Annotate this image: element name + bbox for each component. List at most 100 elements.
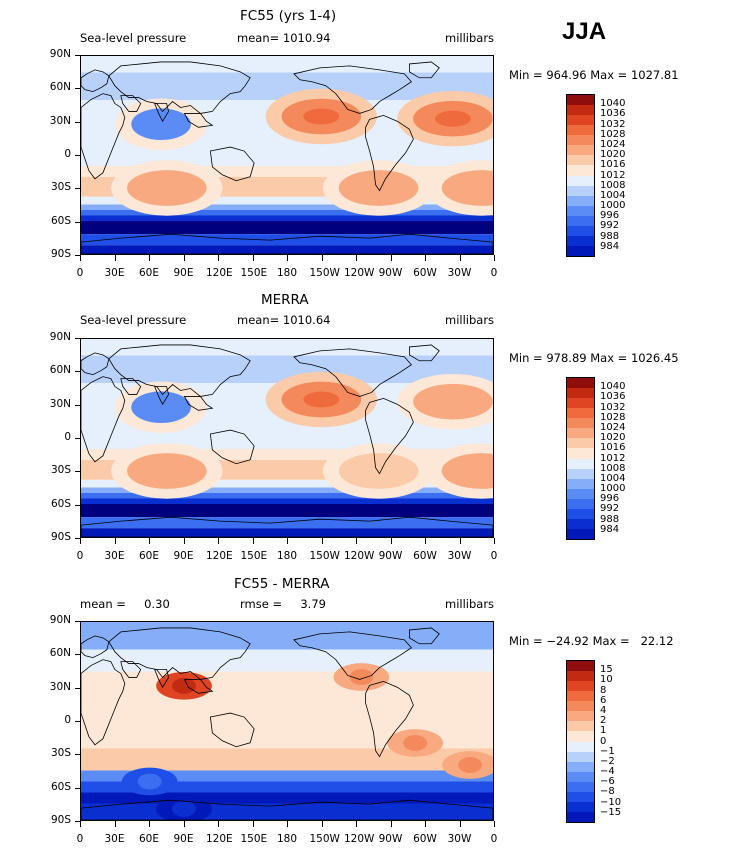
colorbar-tick-label: 6 [600, 694, 607, 706]
panel-2-title: MERRA [261, 292, 309, 308]
coastline [409, 344, 440, 362]
lon-tick-label: 60E [139, 550, 159, 562]
colorbar-tick-label: 1028 [600, 411, 626, 423]
colorbar-segment [567, 751, 594, 762]
colorbar-tick-label: 1036 [600, 108, 626, 120]
colorbar-segment [567, 195, 594, 206]
lat-tick-label: 90N [49, 48, 71, 60]
colorbar-segment [567, 508, 594, 519]
lat-tick-label: 30N [49, 680, 71, 693]
colorbar-tick-label: 1004 [600, 472, 626, 484]
colorbar-tick-label: 1 [600, 725, 607, 737]
colorbar-tick-label: 988 [600, 513, 620, 525]
panel-2-mean: mean= 1010.64 [237, 313, 331, 327]
colorbar-segment [567, 528, 594, 539]
lon-tick-label: 0 [76, 267, 84, 279]
pressure-band [81, 493, 493, 499]
colorbar-segment [567, 225, 594, 236]
colorbar-segment [567, 408, 594, 419]
lat-tick-mark [75, 121, 80, 123]
pressure-band [81, 504, 493, 518]
lat-tick-label: 30N [49, 397, 71, 410]
colorbar-tick-label: 1008 [600, 179, 626, 191]
lon-tick-mark [149, 821, 150, 827]
colorbar-segment [567, 771, 594, 782]
lon-tick-mark [114, 821, 116, 827]
lon-tick-label: 180 [276, 550, 298, 562]
lon-tick-label: 30W [447, 267, 472, 279]
coastline [120, 661, 142, 678]
colorbar-segment [567, 731, 594, 742]
colorbar-segment [567, 185, 594, 196]
pressure-band [81, 215, 493, 221]
panel-3-rmse: rmse = 3.79 [240, 597, 326, 611]
colorbar-tick-label: 996 [600, 493, 620, 505]
lon-tick-mark [80, 821, 81, 827]
coastline [209, 712, 255, 748]
lon-tick-label: 30E [104, 550, 125, 562]
pressure-band [81, 517, 493, 529]
lon-tick-mark [114, 538, 116, 544]
panel-1-minmax: Min = 964.96 Max = 1027.81 [509, 68, 679, 82]
lon-tick-mark [218, 538, 219, 544]
colorbar-tick-label: 984 [600, 240, 620, 252]
colorbar-segment [567, 721, 594, 732]
lon-tick-label: 120W [344, 833, 375, 845]
coastline [293, 348, 412, 397]
difference-cell-core [458, 757, 483, 773]
colorbar-segment [567, 468, 594, 479]
lon-tick-label: 150W [309, 267, 340, 279]
coastline [365, 397, 414, 475]
lat-tick-mark [75, 404, 80, 406]
lat-tick-mark [75, 471, 80, 473]
lon-tick-label: 90E [173, 267, 194, 279]
lon-tick-mark [183, 255, 185, 261]
lon-tick-label: 150E [240, 833, 268, 845]
colorbar-segment [567, 135, 594, 146]
colorbar-tick-label: −8 [600, 786, 615, 798]
colorbar-segment [567, 165, 594, 176]
panel-2-minmax: Min = 978.89 Max = 1026.45 [509, 351, 679, 365]
coastline [120, 95, 142, 112]
lon-tick-mark [356, 538, 357, 544]
lon-tick-label: 90E [173, 833, 194, 845]
lat-tick-mark [75, 621, 80, 622]
lon-tick-label: 0 [76, 550, 84, 562]
lon-tick-mark [494, 255, 495, 261]
coastline [108, 344, 251, 397]
lon-tick-mark [494, 538, 495, 544]
pressure-band [81, 221, 493, 235]
colorbar-tick-label: 1032 [600, 118, 626, 130]
pressure-cell [413, 383, 493, 420]
pressure-band [81, 245, 493, 254]
coastline [81, 376, 126, 463]
pressure-cell [441, 453, 493, 489]
pressure-cell [338, 453, 419, 489]
panel-2-units: millibars [445, 313, 495, 327]
panel-3-units: millibars [445, 597, 495, 611]
coastline [81, 635, 110, 659]
lon-tick-label: 90W [378, 833, 403, 845]
colorbar-tick-label: 1036 [600, 391, 626, 403]
lat-tick-mark [75, 504, 80, 506]
colorbar-tick-label: 988 [600, 230, 620, 242]
lon-tick-label: 120E [206, 550, 233, 562]
lon-tick-mark [321, 821, 323, 827]
lat-tick-mark [75, 654, 80, 656]
lon-tick-label: 0 [490, 267, 498, 279]
coastline [409, 61, 440, 79]
lat-tick-label: 60N [49, 81, 71, 94]
lat-tick-label: 90N [49, 331, 71, 343]
lon-tick-label: 30E [104, 267, 125, 279]
lat-tick-label: 90S [50, 531, 71, 543]
colorbar-tick-label: 1024 [600, 421, 626, 433]
pressure-band [81, 487, 493, 493]
colorbar-tick-label: 1020 [600, 149, 626, 161]
colorbar-tick-label: −15 [600, 806, 622, 818]
pressure-band [81, 427, 493, 449]
difference-cell-core [172, 677, 196, 694]
lon-tick-mark [356, 821, 357, 827]
pressure-band [81, 339, 493, 356]
difference-cell-core [137, 773, 162, 790]
pressure-band [81, 781, 493, 793]
